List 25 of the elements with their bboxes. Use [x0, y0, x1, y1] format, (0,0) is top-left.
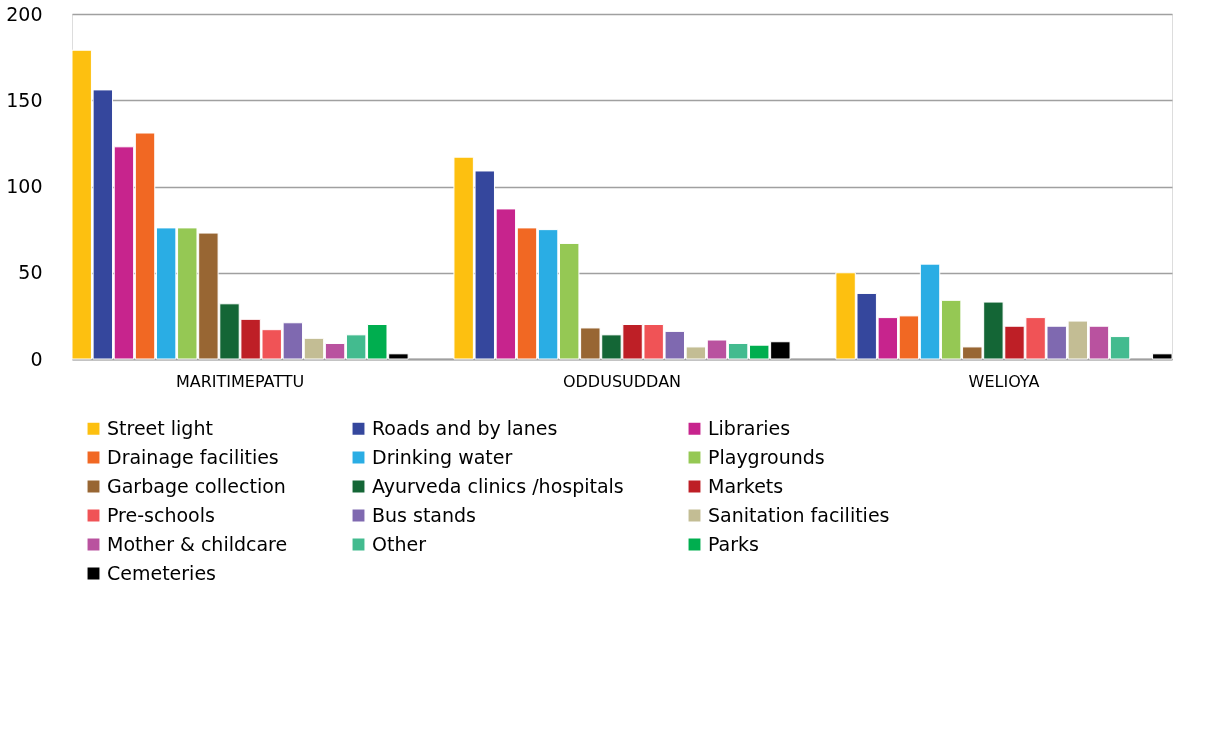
x-tick-label: ODDUSUDDAN	[562, 371, 682, 391]
legend-label: Libraries	[708, 416, 791, 439]
legend-label: Drainage facilities	[107, 445, 279, 468]
y-tick-label: 100	[6, 175, 43, 197]
legend-label: Playgrounds	[708, 445, 825, 468]
legend-label: Other	[372, 532, 427, 555]
legend-label: Street light	[107, 416, 213, 439]
legend-label: Ayurveda clinics /hospitals	[372, 474, 624, 497]
x-tick-label: MARITIMEPATTU	[175, 371, 305, 391]
y-tick-label: 150	[6, 88, 43, 111]
legend-label: Roads and by lanes	[372, 416, 558, 439]
legend-label: Drinking water	[372, 445, 513, 468]
legend-label: Markets	[708, 474, 784, 497]
y-tick-label: 50	[18, 261, 43, 284]
legend-label: Garbage collection	[107, 474, 286, 497]
bar	[1152, 353, 1173, 360]
legend-label: Parks	[708, 532, 759, 555]
legend-label: Pre-schools	[107, 503, 215, 526]
legend-label: Cemeteries	[107, 561, 216, 584]
legend-label: Mother & childcare	[107, 532, 288, 555]
legend-label: Bus stands	[372, 503, 477, 526]
legend-label: Sanitation facilities	[708, 503, 890, 526]
x-tick-label: WELIOYA	[968, 371, 1040, 391]
y-tick-label: 200	[6, 2, 43, 25]
y-tick-label: 0	[30, 347, 43, 370]
